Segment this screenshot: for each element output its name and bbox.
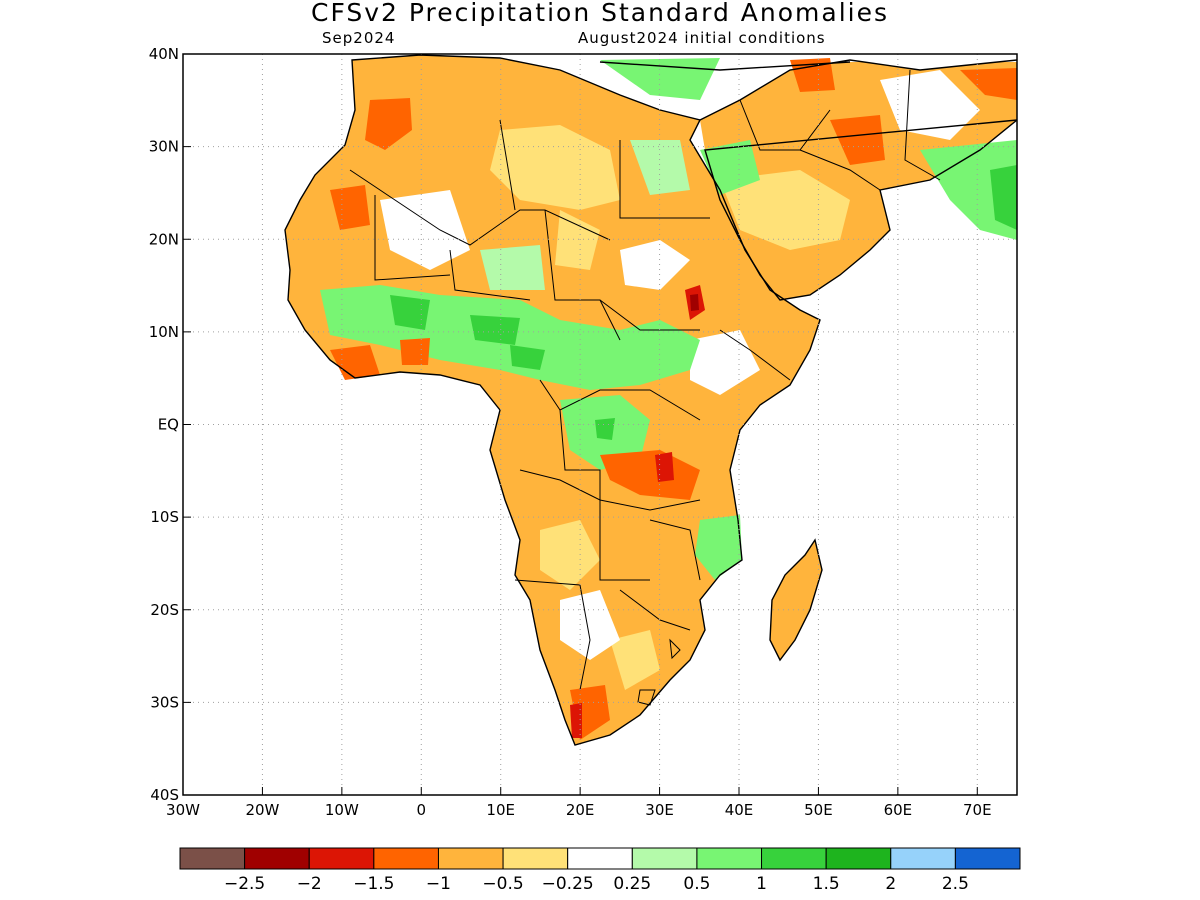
colorbar-swatch [954, 847, 1021, 870]
extreme-negative-patches [690, 294, 699, 311]
colorbar-label: 0.5 [683, 874, 710, 894]
lon-tick-label: 30W [166, 801, 200, 819]
weak-positive-patches [480, 140, 690, 290]
light-yellow-patches [490, 125, 850, 690]
colorbar: −2.5 −2 −1.5 −1 −0.5 −0.25 0.25 0.5 1 1.5 2 2.5 [179, 847, 1021, 894]
colorbar-swatch [890, 847, 956, 870]
europe-land [183, 54, 1017, 70]
colorbar-swatch [308, 847, 375, 870]
colorbar-swatch [179, 847, 246, 870]
lon-tick-label: 40E [725, 801, 754, 819]
colorbar-swatch [437, 847, 504, 870]
colorbar-label: 2.5 [942, 874, 969, 894]
colorbar-label: 2 [885, 874, 896, 894]
lon-tick-label: 70E [963, 801, 992, 819]
forecast-month: Sep2024 [322, 29, 396, 47]
lon-tick-label: 0 [417, 801, 427, 819]
lat-tick-label: 20N [149, 230, 179, 248]
lon-tick-label: 60E [884, 801, 913, 819]
strong-positive-patches [390, 165, 1017, 440]
lon-tick-label: 10E [486, 801, 515, 819]
colorbar-swatch [696, 847, 763, 870]
lon-tick-label: 30E [645, 801, 674, 819]
lat-tick-label: 20S [150, 601, 179, 619]
map-gridlines [183, 54, 1017, 795]
country-borders [349, 69, 941, 706]
lat-tick-label: 40S [150, 786, 179, 804]
colorbar-label: 0.25 [613, 874, 651, 894]
colorbar-swatch [244, 847, 310, 870]
lat-tick-label: EQ [158, 416, 179, 434]
lat-tick-label: 10S [150, 508, 179, 526]
lat-tick-label: 30S [150, 693, 179, 711]
lat-tick-label: 30N [149, 138, 179, 156]
lat-tick-label: 40N [149, 45, 179, 63]
lat-tick-label: 10N [149, 323, 179, 341]
colorbar-swatch [373, 847, 439, 870]
map-plot-area [183, 54, 1017, 746]
colorbar-label: −0.25 [542, 874, 594, 894]
colorbar-label: −0.5 [482, 874, 523, 894]
colorbar-label: −1 [426, 874, 451, 894]
lon-tick-label: 10W [325, 801, 359, 819]
initial-conditions: August2024 initial conditions [578, 29, 826, 47]
colorbar-swatch [502, 847, 569, 870]
chart-title: CFSv2 Precipitation Standard Anomalies [310, 0, 889, 27]
colorbar-swatch [631, 847, 698, 870]
colorbar-label: −1.5 [353, 874, 394, 894]
colorbar-swatch [761, 847, 827, 870]
near-normal-patches [380, 70, 980, 660]
lon-tick-label: 20W [245, 801, 279, 819]
axis-ticks [182, 53, 978, 796]
colorbar-label: −2.5 [224, 874, 265, 894]
coastlines [284, 54, 1017, 746]
lon-tick-label: 20E [566, 801, 595, 819]
negative-anomaly-patches [330, 58, 1017, 740]
colorbar-label: 1.5 [813, 874, 840, 894]
colorbar-label: −2 [297, 874, 322, 894]
colorbar-label: 1 [756, 874, 767, 894]
colorbar-swatch [825, 847, 892, 870]
lon-tick-label: 50E [804, 801, 833, 819]
colorbar-swatch [567, 847, 633, 870]
madagascar-land [770, 540, 822, 660]
